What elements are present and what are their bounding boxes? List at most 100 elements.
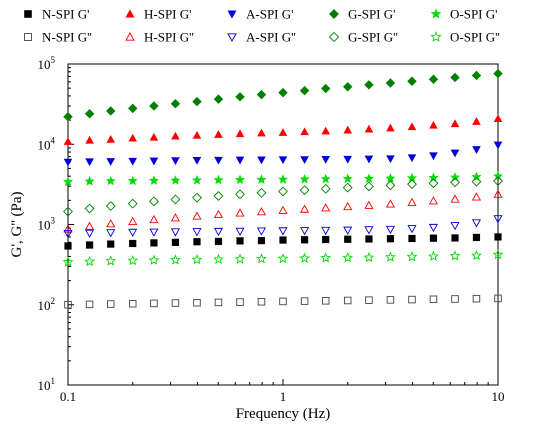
- data-point: [234, 253, 246, 264]
- data-point: [107, 240, 115, 248]
- legend-marker: [430, 31, 442, 42]
- data-point: [256, 187, 267, 198]
- series-a-spi-g-gpp: [63, 215, 503, 239]
- data-point: [193, 298, 201, 307]
- data-point: [193, 238, 201, 246]
- data-point: [385, 78, 396, 88]
- series-h-spi-g-gp: [63, 114, 503, 145]
- data-point: [84, 176, 95, 186]
- y-tick-label: 101: [38, 376, 56, 393]
- y-tick-exponent: 2: [51, 296, 56, 306]
- y-tick-exponent: 3: [51, 216, 56, 226]
- series-o-spi-g-gpp: [62, 249, 504, 267]
- data-point: [428, 178, 439, 189]
- data-point: [471, 176, 482, 187]
- data-point: [320, 183, 331, 194]
- data-point: [213, 94, 224, 104]
- data-point: [84, 203, 95, 214]
- data-point: [320, 173, 331, 184]
- legend-label: A-SPI G': [246, 7, 294, 22]
- data-point: [386, 155, 395, 164]
- data-point: [471, 70, 482, 81]
- series-h-spi-g-gpp: [63, 189, 503, 233]
- data-point: [450, 222, 460, 231]
- data-point: [149, 214, 159, 224]
- legend-marker: [125, 9, 135, 18]
- series-g-spi-g-gp: [63, 68, 503, 122]
- data-point: [62, 256, 74, 267]
- y-tick-base: 10: [38, 378, 51, 393]
- legend-label: H-SPI G'': [144, 30, 194, 45]
- data-point: [385, 199, 395, 208]
- data-point: [63, 230, 73, 239]
- data-point: [127, 254, 139, 266]
- data-point: [106, 219, 116, 228]
- data-point: [407, 197, 417, 206]
- data-point: [278, 227, 288, 236]
- data-point: [214, 130, 223, 138]
- legend-label: A-SPI G'': [246, 30, 296, 45]
- data-point: [148, 254, 160, 265]
- data-point: [343, 155, 353, 164]
- data-point: [365, 296, 373, 304]
- data-point: [342, 182, 353, 193]
- data-point: [256, 207, 267, 216]
- series-n-spi-g-gpp: [64, 294, 502, 309]
- y-tick-label: 105: [38, 55, 56, 72]
- data-point: [428, 250, 439, 262]
- data-point: [128, 157, 138, 166]
- x-axis: 0.1 1 10: [60, 379, 505, 404]
- data-point: [300, 127, 309, 136]
- data-point: [170, 228, 180, 237]
- data-point: [321, 203, 331, 212]
- data-point: [235, 174, 245, 185]
- data-point: [451, 295, 459, 303]
- data-point: [321, 226, 331, 236]
- data-point: [322, 235, 330, 244]
- data-point: [363, 251, 375, 263]
- data-point: [64, 242, 72, 250]
- legend-item-o-spi-g-gp: O-SPI G': [430, 7, 498, 22]
- data-point: [364, 80, 374, 90]
- data-point: [408, 295, 416, 304]
- legend-item-g-spi-g-gpp: G-SPI G'': [328, 30, 398, 45]
- data-point: [214, 298, 223, 307]
- data-point: [344, 235, 352, 243]
- data-point: [321, 297, 330, 305]
- data-point: [494, 233, 502, 241]
- data-point: [429, 120, 438, 129]
- data-point: [170, 213, 180, 222]
- data-point: [213, 174, 224, 185]
- data-point: [85, 135, 94, 144]
- legend-marker: [125, 32, 135, 41]
- data-point: [428, 74, 439, 84]
- data-point: [279, 297, 287, 306]
- data-point: [106, 158, 116, 166]
- data-point: [342, 252, 354, 263]
- data-point: [85, 241, 94, 249]
- data-point: [63, 224, 73, 233]
- data-point: [320, 252, 332, 263]
- data-point: [235, 189, 245, 200]
- data-point: [105, 175, 116, 186]
- data-point: [105, 201, 116, 211]
- data-point: [364, 155, 374, 164]
- data-point: [63, 176, 73, 187]
- data-point: [235, 208, 245, 217]
- data-point: [449, 250, 461, 261]
- data-point: [257, 156, 266, 165]
- data-point: [106, 229, 116, 238]
- legend-item-n-spi-g-gp: N-SPI G': [24, 7, 90, 22]
- data-point: [64, 301, 72, 309]
- data-point: [299, 174, 310, 184]
- data-point: [63, 158, 73, 167]
- data-point: [472, 294, 481, 303]
- data-point: [150, 239, 158, 247]
- data-point: [128, 133, 138, 142]
- data-point: [171, 131, 180, 140]
- legend-item-g-spi-g-gp: G-SPI G': [329, 7, 396, 22]
- data-point: [256, 174, 267, 184]
- data-point: [386, 296, 395, 304]
- data-point: [406, 251, 418, 262]
